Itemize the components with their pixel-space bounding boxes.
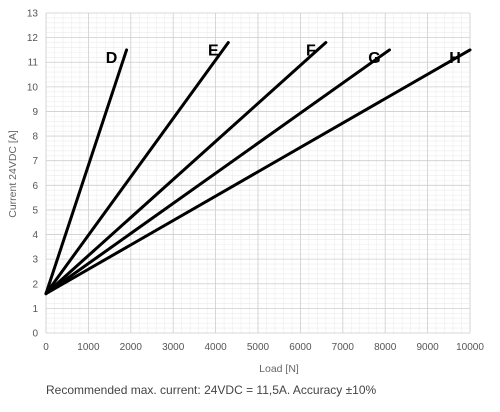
y-tick-label: 0	[32, 329, 38, 340]
y-axis-title: Current 24VDC [A]	[7, 130, 19, 218]
current-vs-load-chart: 0 1000 2000 3000 4000 5000 6000 7000 8000 9000 100…	[7, 9, 484, 376]
y-tick-label: 3	[32, 255, 38, 266]
y-tick-label: 9	[32, 107, 38, 118]
series-line-f	[44, 41, 328, 296]
y-tick-label: 6	[32, 181, 38, 192]
series-lines	[44, 41, 472, 296]
x-tick-label: 3000	[162, 342, 185, 353]
series-label-h: H	[449, 50, 461, 67]
y-tick-label: 11	[28, 58, 39, 69]
y-tick-label: 10	[27, 82, 39, 93]
series-label-f: F	[306, 43, 316, 60]
y-tick-label: 1	[32, 304, 38, 315]
series-line-h	[44, 48, 472, 296]
series-labels: D E F G H	[106, 43, 461, 67]
x-tick-labels: 0 1000 2000 3000 4000 5000 6000 7000 8000 9000 100…	[43, 342, 484, 353]
y-tick-label: 7	[32, 156, 38, 167]
series-label-e: E	[208, 43, 219, 60]
x-tick-label: 9000	[416, 342, 439, 353]
series-label-d: D	[106, 50, 118, 67]
y-tick-label: 13	[27, 9, 39, 20]
series-line-d	[44, 48, 129, 296]
series-line-g	[44, 48, 391, 296]
x-tick-label: 5000	[247, 342, 270, 353]
x-tick-label: 8000	[374, 342, 397, 353]
x-tick-label: 6000	[289, 342, 312, 353]
x-tick-label: 7000	[332, 342, 355, 353]
y-tick-label: 4	[32, 230, 38, 241]
x-tick-label: 1000	[77, 342, 100, 353]
x-tick-label: 10000	[456, 342, 484, 353]
series-line-e	[44, 41, 230, 296]
y-tick-label: 12	[27, 33, 39, 44]
y-tick-label: 8	[32, 132, 38, 143]
x-tick-label: 4000	[204, 342, 227, 353]
x-tick-label: 2000	[120, 342, 143, 353]
x-tick-label: 0	[43, 342, 49, 353]
y-tick-label: 2	[32, 279, 38, 290]
x-axis-title: Load [N]	[259, 363, 299, 375]
series-label-g: G	[368, 50, 380, 67]
footnote-text: Recommended max. current: 24VDC = 11,5A.…	[46, 383, 377, 397]
y-tick-label: 5	[32, 205, 38, 216]
